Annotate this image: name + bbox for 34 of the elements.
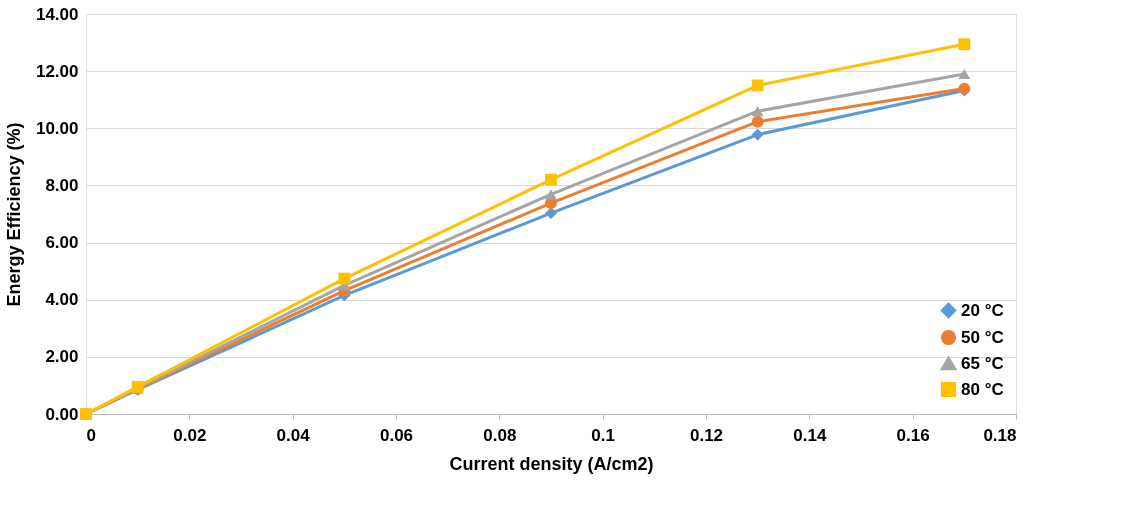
point xyxy=(545,189,557,200)
point xyxy=(751,79,764,92)
y-tick-label: 6.00 xyxy=(45,233,79,253)
legend-label: 80 °C xyxy=(961,379,1004,399)
x-tick-label: 0.14 xyxy=(793,425,827,445)
x-tick-label: 0.12 xyxy=(689,425,724,445)
x-tick-label: 0.08 xyxy=(483,425,517,445)
y-axis-title: Energy Efficiency (%) xyxy=(3,122,24,307)
y-tick-label: 8.00 xyxy=(45,175,79,195)
point xyxy=(545,207,557,220)
y-tick-label: 14.00 xyxy=(35,4,79,24)
point xyxy=(958,38,971,51)
x-tick-label: 0 xyxy=(86,425,96,445)
legend-label: 50 °C xyxy=(961,327,1004,347)
point xyxy=(751,115,764,128)
x-tick-label: 0.06 xyxy=(379,425,414,445)
x-tick-label: 0.1 xyxy=(591,425,615,445)
legend-label: 65 °C xyxy=(961,353,1004,373)
point xyxy=(338,272,351,285)
y-tick-label: 0.00 xyxy=(45,404,79,424)
x-axis-title: Current density (A/cm2) xyxy=(449,453,654,474)
point xyxy=(751,128,764,141)
legend-label: 20 °C xyxy=(961,300,1004,320)
point xyxy=(545,173,557,186)
x-tick-label: 0.04 xyxy=(276,425,311,445)
point xyxy=(751,106,764,117)
y-tick-label: 2.00 xyxy=(45,347,79,367)
x-tick-label: 0.16 xyxy=(896,425,930,445)
y-tick-label: 4.00 xyxy=(45,290,79,310)
x-tick-label: 0.18 xyxy=(983,425,1017,445)
point xyxy=(958,68,971,80)
x-tick-label: 0.02 xyxy=(173,425,207,445)
y-tick-label: 10.00 xyxy=(35,118,79,138)
y-tick-label: 12.00 xyxy=(35,61,79,81)
